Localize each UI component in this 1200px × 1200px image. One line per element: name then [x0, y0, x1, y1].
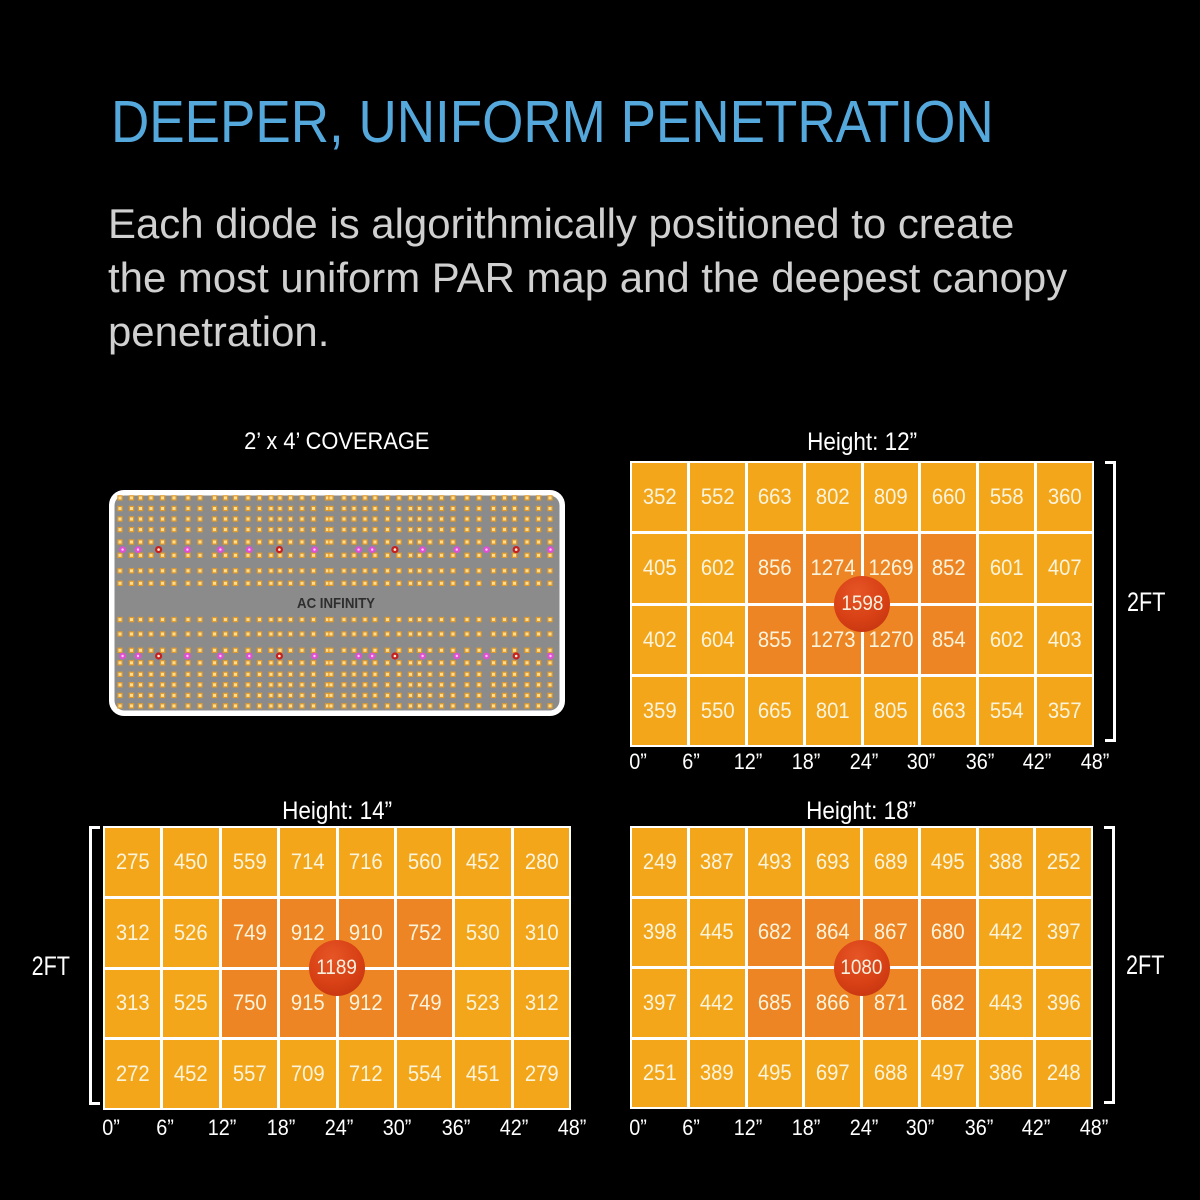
svg-text:AC INFINITY: AC INFINITY: [297, 595, 375, 612]
